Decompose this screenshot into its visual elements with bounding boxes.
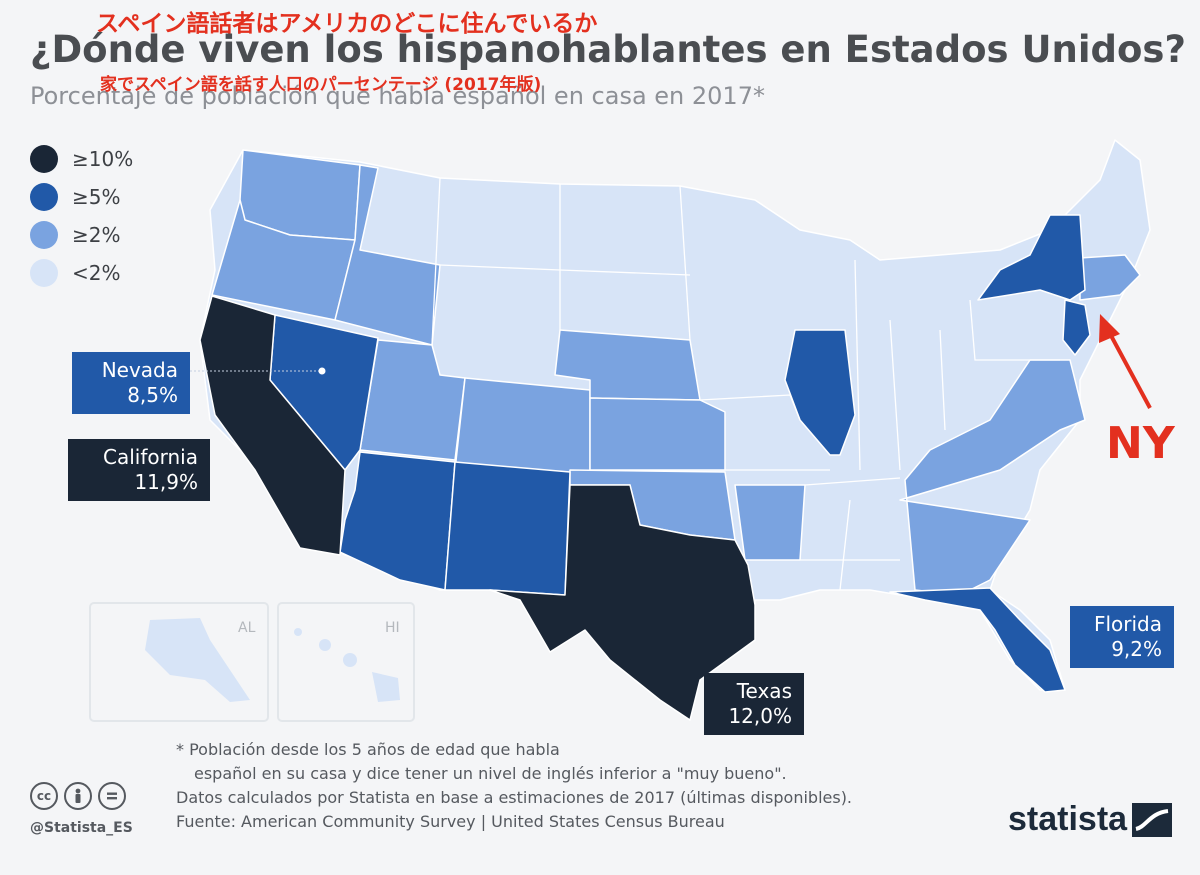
page-title: ¿Dónde viven los hispanohablantes en Est…	[30, 28, 1186, 71]
no-derivatives-icon[interactable]	[98, 782, 126, 810]
japanese-subtitle: 家でスペイン語を話す人口のパーセンテージ (2017年版)	[100, 75, 542, 95]
legend-label: ≥10%	[72, 147, 134, 171]
state-hawaii	[294, 628, 400, 702]
legend-item-ge5: ≥5%	[30, 178, 133, 216]
statista-logo-text[interactable]: statista	[1008, 800, 1128, 838]
footnotes: * Población desde los 5 años de edad que…	[176, 738, 852, 834]
ny-annotation-label: NY	[1106, 418, 1175, 469]
state-arkansas	[734, 484, 806, 561]
source-note: Fuente: American Community Survey | Unit…	[176, 812, 725, 831]
callout-value: 9,2%	[1111, 637, 1162, 661]
nevada-marker	[318, 367, 326, 375]
legend-swatch-ge10	[30, 145, 58, 173]
legend-label: <2%	[72, 261, 121, 285]
state-georgia-sc-nc-va	[899, 359, 1086, 596]
japanese-title: スペイン語話者はアメリカのどこに住んでいるか	[96, 11, 598, 37]
state-new-york	[977, 214, 1086, 301]
legend-swatch-ge2	[30, 221, 58, 249]
legend-item-ge2: ≥2%	[30, 216, 133, 254]
callout-california: California 11,9%	[68, 439, 210, 501]
state-kansas	[589, 397, 726, 471]
state-new-mexico	[444, 461, 571, 596]
legend-item-lt2: <2%	[30, 254, 133, 292]
state-idaho	[334, 164, 441, 346]
footnote-3: Datos calculados por Statista en base a …	[176, 788, 853, 807]
callout-value: 8,5%	[127, 383, 178, 407]
footnote-1: * Población desde los 5 años de edad que…	[176, 740, 560, 759]
callout-state-name: Nevada	[101, 358, 178, 382]
legend-label: ≥2%	[72, 223, 121, 247]
legend-label: ≥5%	[72, 185, 121, 209]
state-florida	[889, 587, 1066, 693]
state-texas	[489, 484, 756, 721]
page-subtitle: Porcentaje de población que habla españo…	[30, 82, 765, 110]
callout-state-name: Texas	[736, 679, 792, 703]
state-new-jersey	[1062, 299, 1091, 356]
state-alaska	[145, 618, 250, 702]
callout-nevada: Nevada 8,5%	[72, 352, 190, 414]
legend: ≥10% ≥5% ≥2% <2%	[30, 140, 133, 292]
callout-florida: Florida 9,2%	[1070, 606, 1174, 668]
callout-texas: Texas 12,0%	[704, 673, 804, 735]
hawaii-label: HI	[385, 620, 400, 636]
footnote-2: español en su casa y dice tener un nivel…	[194, 764, 787, 783]
state-illinois	[784, 329, 856, 456]
callout-value: 12,0%	[728, 704, 792, 728]
callout-state-name: California	[103, 445, 198, 469]
alaska-label: AL	[238, 620, 256, 636]
state-arizona	[339, 451, 456, 591]
social-handle[interactable]: @Statista_ES	[30, 820, 133, 836]
legend-swatch-ge5	[30, 183, 58, 211]
hawaii-inset	[277, 602, 415, 722]
ny-arrow	[1099, 314, 1152, 409]
callout-value: 11,9%	[134, 470, 198, 494]
statista-logo-icon	[1132, 803, 1172, 837]
alaska-inset	[89, 602, 269, 722]
callout-state-name: Florida	[1093, 612, 1162, 636]
state-california	[199, 295, 346, 556]
cc-icon[interactable]: cc	[30, 782, 58, 810]
license-icons: cc	[30, 782, 126, 810]
legend-swatch-lt2	[30, 259, 58, 287]
by-person-icon[interactable]	[64, 782, 92, 810]
legend-item-ge10: ≥10%	[30, 140, 133, 178]
